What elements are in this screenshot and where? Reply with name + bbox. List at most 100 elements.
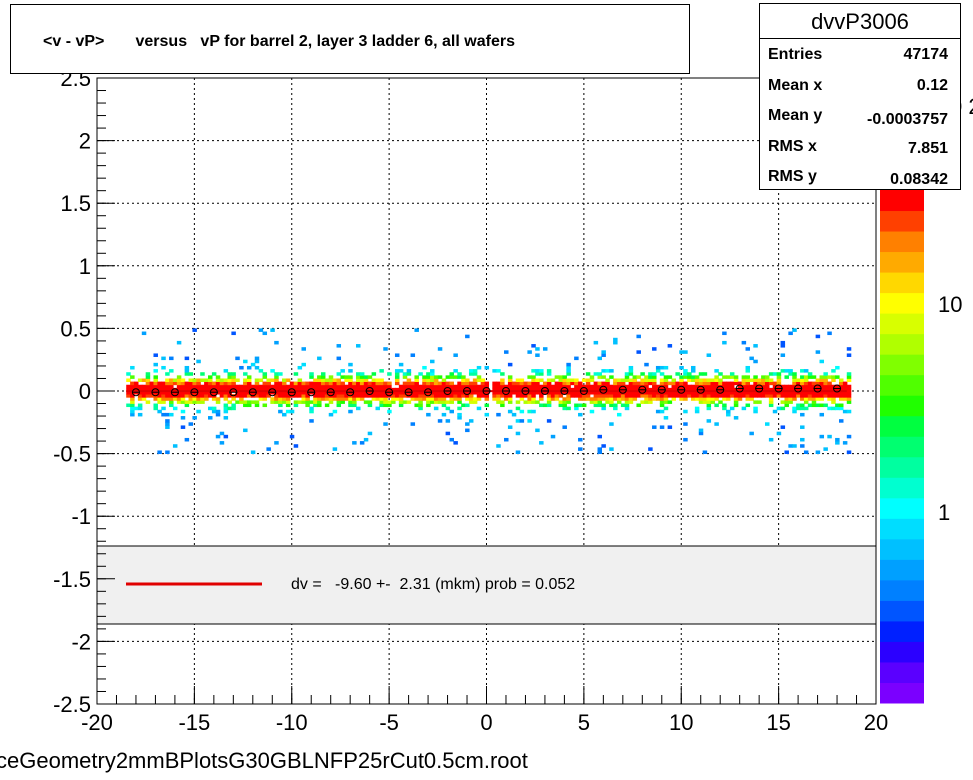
heatmap-cell xyxy=(566,397,571,401)
heatmap-cell xyxy=(176,378,182,383)
palette-swatch xyxy=(880,415,924,437)
heatmap-cell xyxy=(644,394,649,398)
heatmap-cell xyxy=(745,403,751,408)
heatmap-cell xyxy=(134,381,139,386)
heatmap-cell xyxy=(768,378,774,383)
heatmap-cell xyxy=(344,384,349,389)
heatmap-cell xyxy=(496,369,501,373)
heatmap-cell xyxy=(371,384,377,389)
heatmap-cell xyxy=(823,387,828,392)
heatmap-cell xyxy=(722,375,727,379)
heatmap-cell xyxy=(659,403,665,408)
heatmap-cell xyxy=(768,394,774,398)
heatmap-cell xyxy=(426,391,431,395)
heatmap-cell xyxy=(141,394,147,398)
palette-swatch xyxy=(880,579,924,601)
heatmap-cell xyxy=(663,394,669,398)
heatmap-cell xyxy=(363,378,369,383)
heatmap-cell xyxy=(574,387,579,392)
heatmap-cell xyxy=(722,387,727,392)
heatmap-cell xyxy=(741,406,747,411)
heatmap-cell xyxy=(737,381,743,386)
heatmap-cell xyxy=(410,384,416,389)
heatmap-cell xyxy=(640,381,645,386)
heatmap-cell xyxy=(803,369,809,373)
heatmap-cell xyxy=(328,381,334,386)
heatmap-cell xyxy=(507,362,513,367)
heatmap-cell xyxy=(718,400,723,404)
heatmap-cell xyxy=(297,384,303,389)
heatmap-cell xyxy=(648,387,653,392)
heatmap-cell xyxy=(317,375,322,379)
heatmap-cell xyxy=(348,381,353,386)
heatmap-cell xyxy=(282,412,287,417)
heatmap-cell xyxy=(243,384,248,389)
heatmap-cell xyxy=(761,387,766,392)
heatmap-cell xyxy=(690,384,696,389)
heatmap-cell xyxy=(659,400,665,404)
heatmap-cell xyxy=(679,381,684,386)
heatmap-cell xyxy=(636,350,641,354)
heatmap-cell xyxy=(332,387,338,392)
heatmap-cell xyxy=(278,372,283,376)
heatmap-cell xyxy=(519,409,525,414)
heatmap-cell xyxy=(356,394,361,398)
heatmap-cell xyxy=(274,441,279,445)
heatmap-cell xyxy=(348,362,353,367)
x-tick-label: -20 xyxy=(81,710,113,735)
heatmap-cell xyxy=(196,397,201,401)
heatmap-cell xyxy=(562,397,567,401)
heatmap-cell xyxy=(698,372,704,376)
heatmap-cell xyxy=(776,431,782,436)
heatmap-cell xyxy=(359,394,365,398)
heatmap-cell xyxy=(827,381,832,386)
heatmap-cell xyxy=(753,406,758,411)
heatmap-cell xyxy=(188,372,194,376)
heatmap-cell xyxy=(842,381,848,386)
stat-value: 47174 xyxy=(903,46,949,63)
heatmap-cell xyxy=(305,381,310,386)
heatmap-cell xyxy=(235,378,240,383)
heatmap-cell xyxy=(402,384,408,389)
heatmap-cell xyxy=(589,375,595,379)
heatmap-cell xyxy=(472,391,478,395)
heatmap-cell xyxy=(371,378,377,383)
heatmap-cell xyxy=(690,394,696,398)
heatmap-cell xyxy=(348,387,353,392)
heatmap-cell xyxy=(593,394,599,398)
heatmap-cell xyxy=(663,365,669,370)
heatmap-cell xyxy=(546,394,552,398)
heatmap-cell xyxy=(465,403,470,408)
heatmap-cell xyxy=(659,425,665,429)
heatmap-cell xyxy=(807,381,813,386)
heatmap-cell xyxy=(507,381,513,386)
heatmap-cell xyxy=(465,384,470,389)
heatmap-cell xyxy=(398,362,404,367)
heatmap-cell xyxy=(157,409,162,414)
heatmap-cell xyxy=(250,450,256,454)
heatmap-cell xyxy=(188,381,194,386)
heatmap-cell xyxy=(223,434,229,439)
heatmap-cell xyxy=(367,375,373,379)
heatmap-cell xyxy=(161,406,166,411)
heatmap-cell xyxy=(601,406,606,411)
heatmap-cell xyxy=(593,400,599,404)
heatmap-cell xyxy=(667,425,673,429)
heatmap-cell xyxy=(367,384,373,389)
heatmap-cell xyxy=(815,384,821,389)
palette-swatch xyxy=(880,682,924,704)
heatmap-cell xyxy=(211,372,217,376)
heatmap-cell xyxy=(359,381,365,386)
palette-label: 10 xyxy=(938,292,962,317)
heatmap-cell xyxy=(722,331,727,336)
heatmap-cell xyxy=(402,375,408,379)
heatmap-cell xyxy=(445,419,451,423)
heatmap-cell xyxy=(542,347,548,351)
heatmap-cell xyxy=(722,391,727,395)
heatmap-cell xyxy=(792,328,797,332)
heatmap-cell xyxy=(340,381,345,386)
heatmap-cell xyxy=(137,394,143,398)
heatmap-cell xyxy=(698,428,704,433)
heatmap-cell xyxy=(535,353,540,357)
heatmap-cell xyxy=(196,378,201,383)
